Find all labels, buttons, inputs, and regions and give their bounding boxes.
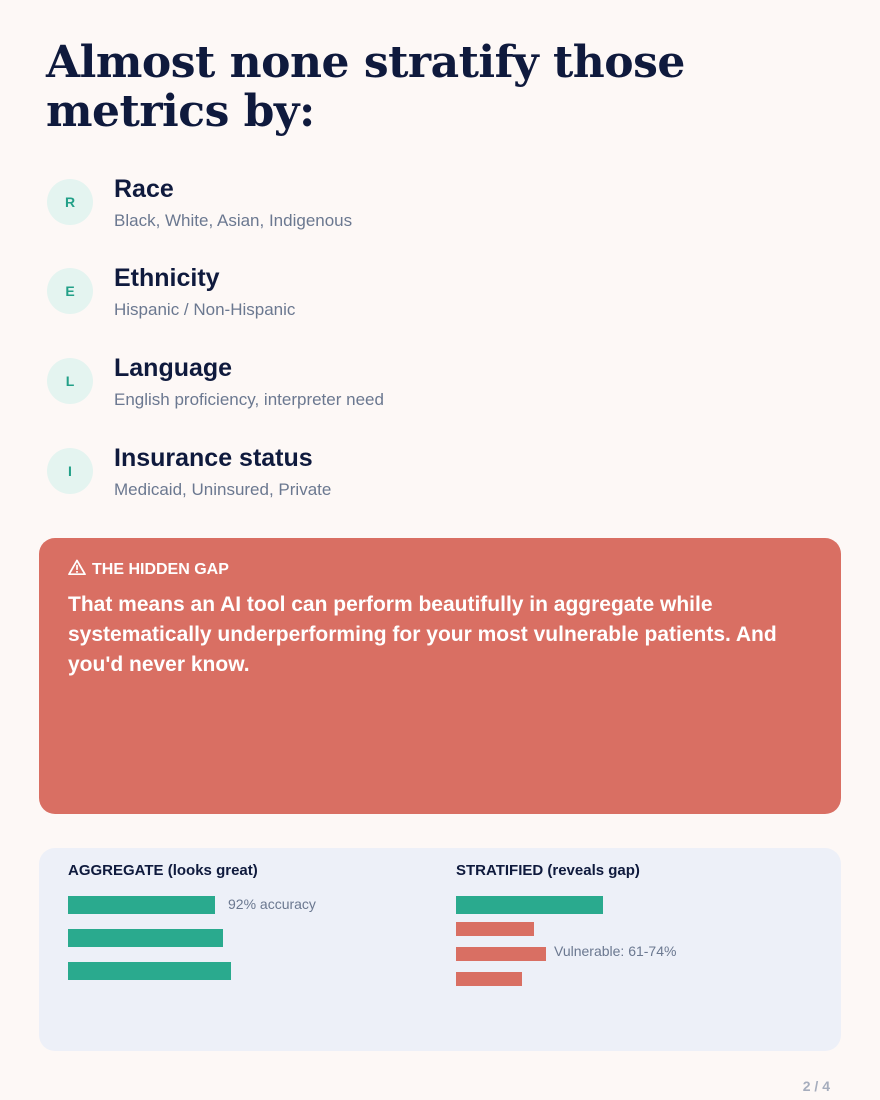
list-item-race: R Race Black, White, Asian, Indigenous [47,175,747,235]
item-subtitle: English proficiency, interpreter need [114,390,384,409]
badge-r: R [47,179,93,225]
aggregate-note: 92% accuracy [228,896,316,912]
aggregate-bar-2 [68,929,223,947]
stratified-note: Vulnerable: 61-74% [554,943,677,959]
list-item-language: L Language English proficiency, interpre… [47,354,747,414]
stratified-bar-1 [456,896,603,914]
item-title: Insurance status [114,444,313,472]
item-title: Race [114,175,174,203]
item-subtitle: Medicaid, Uninsured, Private [114,480,332,499]
badge-l: L [47,358,93,404]
item-subtitle: Hispanic / Non-Hispanic [114,300,296,319]
comparison-panel: AGGREGATE (looks great) 92% accuracy STR… [39,848,841,1051]
stratified-bar-2 [456,922,534,936]
badge-e: E [47,268,93,314]
page-title: Almost none stratify those metrics by: [46,37,685,137]
stratified-bar-3 [456,947,546,961]
callout-label-text: THE HIDDEN GAP [92,561,229,578]
aggregate-bar-3 [68,962,231,980]
aggregate-title: AGGREGATE (looks great) [68,862,258,879]
warning-icon [68,559,86,575]
stratified-bar-4 [456,972,522,986]
item-title: Ethnicity [114,264,220,292]
aggregate-bar-1 [68,896,215,914]
item-title: Language [114,354,233,382]
callout-text: That means an AI tool can perform beauti… [68,593,777,676]
list-item-insurance: I Insurance status Medicaid, Uninsured, … [47,444,747,504]
callout-label: THE HIDDEN GAP [68,559,229,579]
badge-i: I [47,448,93,494]
page-indicator: 2 / 4 [802,1078,830,1094]
list-item-ethnicity: E Ethnicity Hispanic / Non-Hispanic [47,264,747,324]
item-subtitle: Black, White, Asian, Indigenous [114,211,353,230]
stratified-title: STRATIFIED (reveals gap) [456,862,640,879]
hidden-gap-callout: THE HIDDEN GAP That means an AI tool can… [39,538,841,814]
